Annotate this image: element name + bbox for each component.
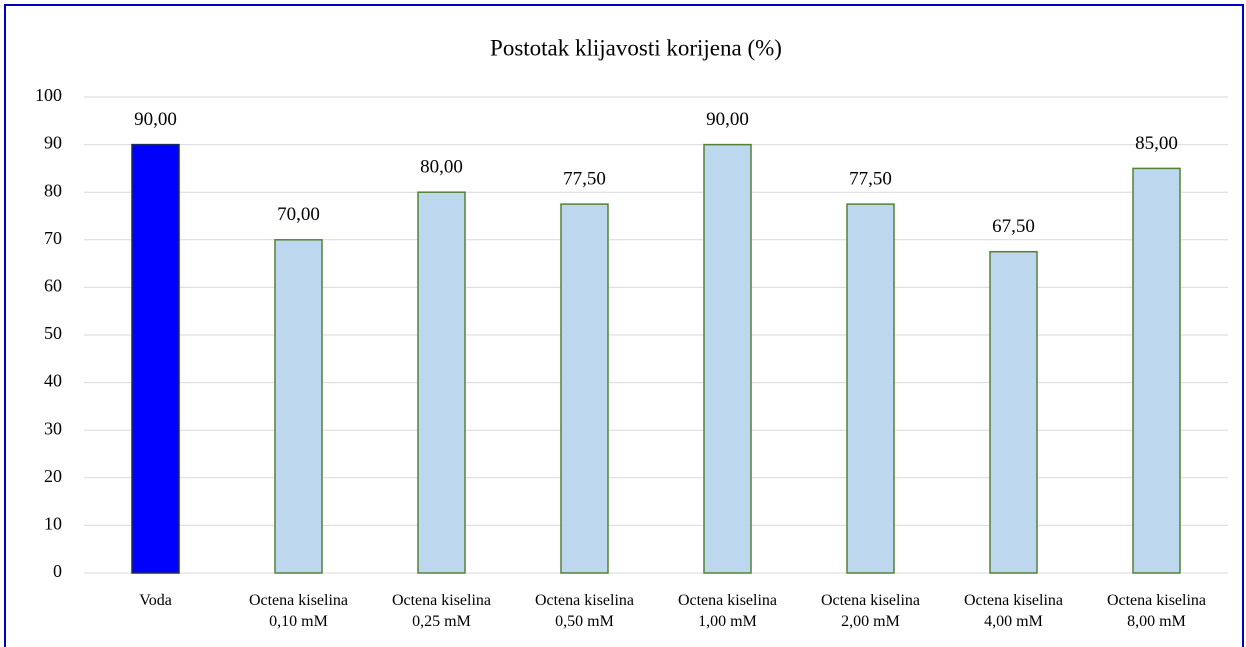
bar bbox=[131, 143, 180, 574]
y-tick-label: 90 bbox=[44, 133, 62, 153]
value-label: 90,00 bbox=[134, 109, 177, 130]
y-tick-label: 50 bbox=[44, 323, 62, 343]
chart-title: Postotak klijavosti korijena (%) bbox=[490, 35, 782, 60]
value-label: 77,50 bbox=[849, 168, 892, 189]
bar bbox=[846, 203, 895, 574]
y-tick-label: 100 bbox=[35, 85, 62, 105]
bar bbox=[989, 250, 1038, 574]
y-tick-label: 20 bbox=[44, 466, 62, 486]
value-label: 70,00 bbox=[277, 204, 320, 225]
x-tick-label: Octena kiselina 1,00 mM bbox=[678, 592, 777, 630]
bar bbox=[417, 191, 466, 574]
value-label: 77,50 bbox=[563, 168, 606, 189]
bar bbox=[1132, 167, 1181, 574]
bar bbox=[274, 239, 323, 574]
x-tick-label: Octena kiselina 0,50 mM bbox=[535, 592, 634, 630]
value-label: 90,00 bbox=[706, 109, 749, 130]
frame bbox=[4, 4, 1244, 647]
bar bbox=[560, 203, 609, 574]
x-tick-label: Octena kiselina 4,00 mM bbox=[964, 592, 1063, 630]
x-tick-label: Voda bbox=[139, 592, 172, 609]
y-tick-label: 60 bbox=[44, 276, 62, 296]
y-tick-label: 40 bbox=[44, 371, 62, 391]
x-tick-label: Octena kiselina 8,00 mM bbox=[1107, 592, 1206, 630]
y-tick-label: 70 bbox=[44, 228, 62, 248]
value-label: 85,00 bbox=[1135, 133, 1178, 154]
value-label: 67,50 bbox=[992, 216, 1035, 237]
bar bbox=[703, 143, 752, 574]
x-tick-label: Octena kiselina 0,25 mM bbox=[392, 592, 491, 630]
y-tick-label: 80 bbox=[44, 180, 62, 200]
value-label: 80,00 bbox=[420, 157, 463, 178]
y-tick-label: 10 bbox=[44, 514, 62, 534]
y-tick-label: 30 bbox=[44, 418, 62, 438]
x-tick-label: Octena kiselina 0,10 mM bbox=[249, 592, 348, 630]
x-tick-label: Octena kiselina 2,00 mM bbox=[821, 592, 920, 630]
y-tick-label: 0 bbox=[53, 561, 62, 581]
